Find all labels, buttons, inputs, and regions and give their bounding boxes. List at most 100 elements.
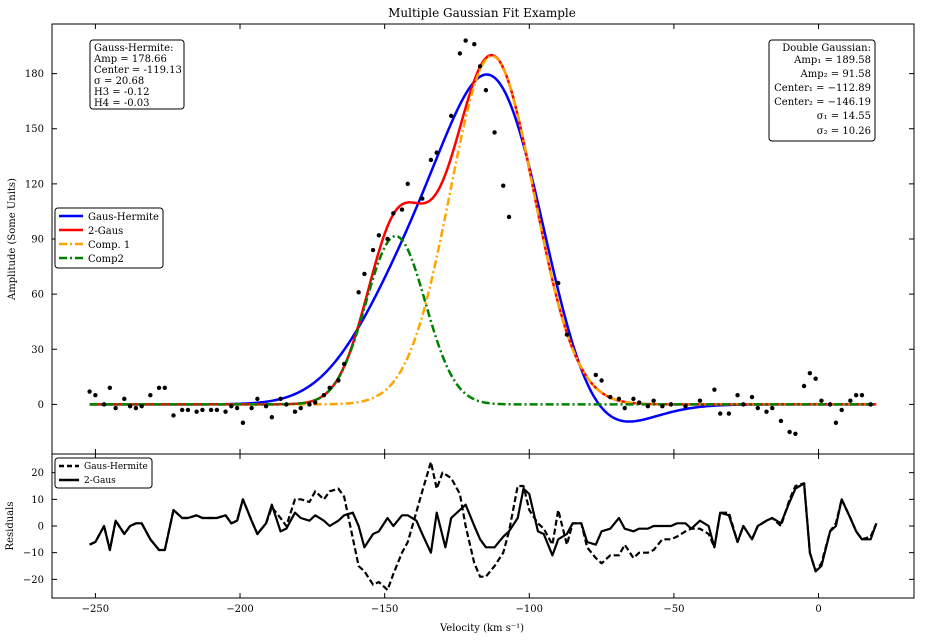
y-tick-label: 10 <box>31 495 44 506</box>
legend-label: Gaus-Hermite <box>84 462 148 472</box>
y-tick-label: 0 <box>38 400 44 411</box>
chart-title: Multiple Gaussian Fit Example <box>388 6 576 20</box>
data-point <box>376 233 382 238</box>
data-point <box>255 396 260 402</box>
x-tick-label: −100 <box>516 604 543 615</box>
data-point <box>637 400 642 405</box>
data-point <box>807 370 813 376</box>
data-point <box>801 383 807 389</box>
data-point <box>208 407 214 413</box>
data-point <box>457 51 463 56</box>
data-point <box>622 405 627 411</box>
gauss-hermite-annotation-line: Amp = 178.66 <box>93 54 167 65</box>
data-point <box>87 389 92 394</box>
data-point <box>631 396 636 402</box>
data-point <box>726 411 732 416</box>
data-point <box>263 404 269 409</box>
data-point <box>307 402 312 407</box>
data-point <box>156 385 162 391</box>
data-point <box>341 361 347 367</box>
y-tick-label: −10 <box>23 548 44 559</box>
data-point <box>668 402 674 407</box>
data-point <box>472 42 477 47</box>
double-gaussian-annotation-line: Center₂ = −146.19 <box>774 97 871 108</box>
data-point <box>868 402 873 407</box>
data-point <box>127 404 133 409</box>
data-point <box>171 413 176 418</box>
double-gaussian-annotation-line: σ₂ = 10.26 <box>817 126 871 137</box>
double-gaussian-annotation-line: Amp₂ = 91.58 <box>800 69 871 80</box>
gauss-hermite-annotation-line: Center = -119.13 <box>94 65 182 76</box>
data-point <box>185 407 191 413</box>
gauss-hermite-annotation-line: Gauss-Hermite: <box>94 43 173 54</box>
data-point <box>405 181 410 187</box>
data-point <box>683 404 688 409</box>
data-point <box>107 385 113 391</box>
y-tick-label: 180 <box>25 69 44 80</box>
data-point <box>608 394 613 400</box>
data-point <box>819 398 824 403</box>
y-tick-label: 60 <box>31 290 44 301</box>
y-tick-label: 150 <box>25 124 44 135</box>
data-point <box>839 407 844 413</box>
x-tick-label: −250 <box>82 604 109 615</box>
legend-label: Comp. 1 <box>88 240 130 251</box>
residuals-legend: Gaus-Hermite 2-Gaus <box>54 457 153 489</box>
residuals-y-axis-label: Residuals <box>5 502 16 551</box>
data-point <box>327 385 332 391</box>
data-point <box>793 431 798 436</box>
data-point <box>735 392 740 398</box>
data-point <box>501 183 506 188</box>
data-point <box>336 378 341 383</box>
x-tick-label: −150 <box>371 604 398 615</box>
data-point <box>122 396 127 402</box>
data-point <box>362 271 367 277</box>
double-gaussian-annotation-line: Amp₁ = 189.58 <box>793 55 871 66</box>
legend-label: Gaus-Hermite <box>88 212 159 223</box>
data-point <box>93 392 98 398</box>
data-point <box>717 411 723 416</box>
data-point <box>616 396 622 402</box>
data-point <box>492 130 497 135</box>
data-point <box>200 407 205 413</box>
data-point <box>483 87 489 93</box>
two-gaus-residual-line <box>89 482 878 573</box>
data-point <box>139 404 144 409</box>
gauss-hermite-annotation-line: H3 = -0.12 <box>94 87 149 98</box>
data-point <box>764 409 769 414</box>
y-tick-label: 30 <box>31 345 44 356</box>
data-point <box>194 409 199 414</box>
legend-label: 2-Gaus <box>84 476 116 486</box>
data-point <box>660 404 665 409</box>
gauss-hermite-annotation: Gauss-Hermite: Amp = 178.66 Center = -11… <box>89 39 185 110</box>
data-point <box>249 405 254 411</box>
data-point <box>223 409 228 414</box>
data-point <box>853 392 859 398</box>
data-point <box>770 405 775 411</box>
gauss-hermite-annotation-line: H4 = -0.03 <box>94 98 149 109</box>
main-y-axis-label: Amplitude (Some Units) <box>7 178 18 301</box>
main-legend-box <box>54 207 164 269</box>
data-point <box>298 405 303 411</box>
data-point <box>477 64 483 69</box>
double-gaussian-annotation-line: Center₁ = −112.89 <box>774 83 871 94</box>
gauss-hermite-annotation-line: σ = 20.68 <box>94 76 144 87</box>
data-point <box>859 392 865 398</box>
data-point <box>313 400 318 405</box>
main-data-points <box>87 38 873 436</box>
x-axis-label: Velocity (km s⁻¹) <box>439 623 524 634</box>
data-point <box>593 372 599 378</box>
data-point <box>599 378 604 383</box>
y-tick-label: 90 <box>31 235 44 246</box>
data-point <box>370 247 376 253</box>
data-point <box>284 402 289 407</box>
data-point <box>749 394 755 400</box>
data-point <box>269 415 275 420</box>
data-point <box>428 157 434 163</box>
data-point <box>833 420 839 425</box>
y-tick-label: 20 <box>31 468 44 479</box>
main-legend: Gaus-Hermite 2-Gaus Comp. 1 Comp2 <box>54 207 164 269</box>
gauss-hermite-annotation-box <box>89 39 185 110</box>
data-point <box>133 405 139 411</box>
